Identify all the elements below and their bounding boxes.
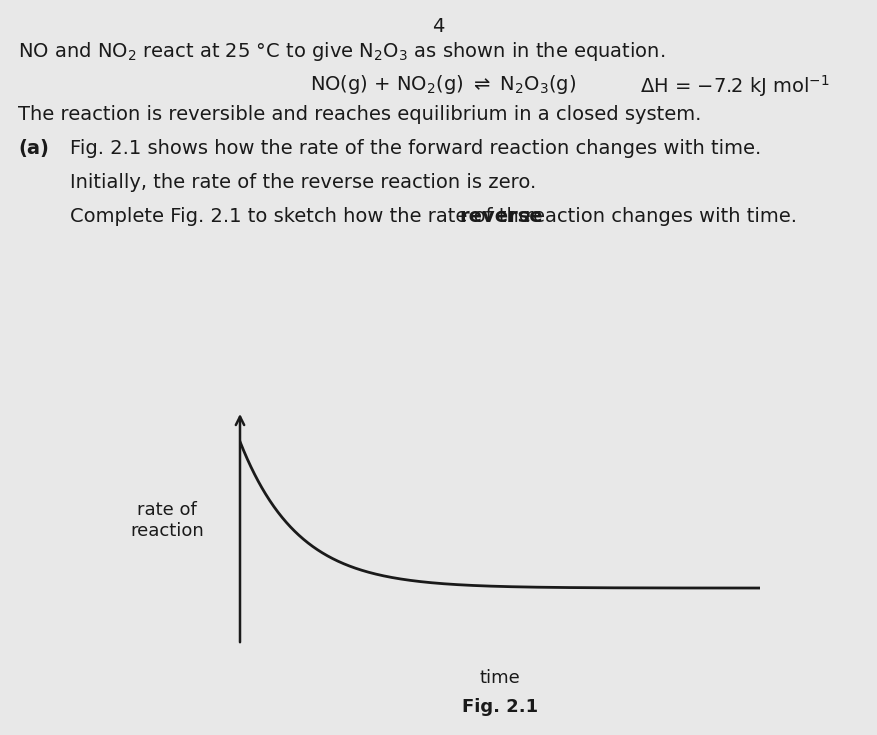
Text: time: time — [480, 669, 520, 687]
Text: reaction changes with time.: reaction changes with time. — [519, 207, 797, 226]
Text: Fig. 2.1 shows how the rate of the forward reaction changes with time.: Fig. 2.1 shows how the rate of the forwa… — [70, 139, 761, 158]
Text: $\Delta$H = $-$7.2 kJ mol$^{-1}$: $\Delta$H = $-$7.2 kJ mol$^{-1}$ — [640, 73, 830, 99]
Text: reverse: reverse — [459, 207, 543, 226]
Text: Fig. 2.1: Fig. 2.1 — [462, 698, 538, 716]
Text: Complete Fig. 2.1 to sketch how the rate of the: Complete Fig. 2.1 to sketch how the rate… — [70, 207, 537, 226]
Text: rate of
reaction: rate of reaction — [131, 501, 204, 539]
Text: Initially, the rate of the reverse reaction is zero.: Initially, the rate of the reverse react… — [70, 173, 536, 192]
Text: 4: 4 — [431, 17, 444, 36]
Text: (a): (a) — [18, 139, 49, 158]
Text: NO(g) + NO$_2$(g) $\rightleftharpoons$ N$_2$O$_3$(g): NO(g) + NO$_2$(g) $\rightleftharpoons$ N… — [310, 73, 576, 96]
Text: The reaction is reversible and reaches equilibrium in a closed system.: The reaction is reversible and reaches e… — [18, 105, 702, 124]
Text: NO and NO$_2$ react at 25 °C to give N$_2$O$_3$ as shown in the equation.: NO and NO$_2$ react at 25 °C to give N$_… — [18, 40, 666, 63]
